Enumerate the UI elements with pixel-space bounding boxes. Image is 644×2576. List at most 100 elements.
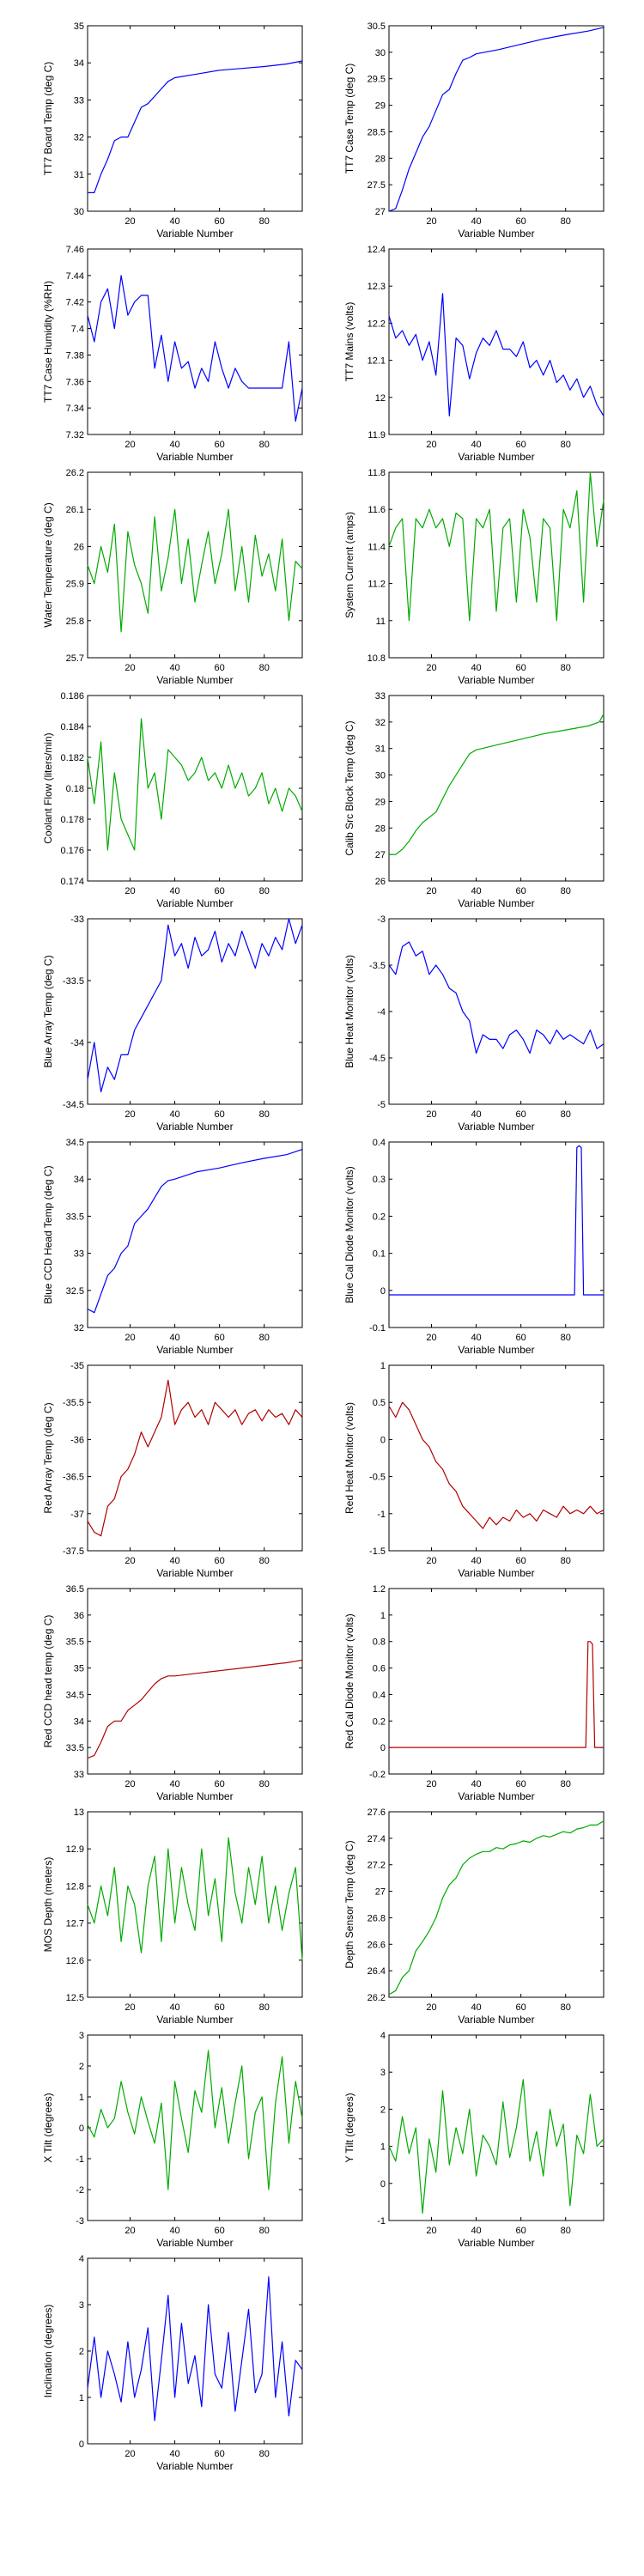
x-tick-label: 40 [471,1333,481,1343]
chart-panel-7: 20 40 60 80 0.174 0.176 0.178 0.18 0.182 0.184 0.1… [42,691,303,909]
y-tick-label: 25.8 [66,617,84,627]
chart-panel-19: 20 40 60 80 -3 -2 -1 0 1 2 3 Variable Number X Tilt … [42,2031,303,2249]
y-tick-label: 27.5 [368,180,386,191]
chart-panel-12: 20 40 60 80 -0.1 0 0.1 0.2 0.3 0.4 Variable Number… [343,1138,605,1356]
y-axis-label: Blue Cal Diode Monitor (volts) [343,1166,355,1303]
y-tick-label: -3 [76,2216,84,2227]
x-tick-label: 60 [215,1556,225,1566]
x-tick-label: 20 [125,440,135,450]
y-tick-label: -0.1 [369,1323,386,1334]
x-tick-label: 40 [471,440,481,450]
y-axis-label: Calib Src Block Temp (deg C) [343,720,355,855]
series-line [87,2276,303,2421]
x-tick-label: 60 [516,663,526,673]
y-tick-label: 0.2 [373,1716,386,1727]
plot-frame [87,248,303,435]
y-tick-label: 29 [375,101,386,112]
y-tick-label: 0 [380,1435,386,1445]
x-axis-label: Variable Number [156,1121,233,1133]
y-tick-label: 33 [74,1249,84,1260]
y-tick-label: 11 [376,617,386,627]
x-tick-label: 60 [516,440,526,450]
y-tick-label: 2 [380,2105,386,2115]
x-tick-label: 40 [169,216,179,227]
y-tick-label: 0.8 [373,1637,386,1648]
y-tick-label: 35 [74,1664,84,1674]
y-tick-label: -1 [377,2216,386,2227]
x-tick-label: 80 [259,1779,270,1789]
chart-panel-16: 20 40 60 80 -0.2 0 0.2 0.4 0.6 0.8 1 1.2 Variable Nu… [343,1584,605,1802]
y-tick-label: -33 [70,914,84,925]
y-axis-label: Coolant Flow (liters/min) [42,732,54,843]
x-tick-label: 20 [125,2226,135,2236]
y-axis-label: Inclination (degrees) [42,2305,54,2398]
plot-frame [87,2257,303,2445]
chart-panel-20: 20 40 60 80 -1 0 1 2 3 4 Variable Number Y Tilt (de… [343,2031,605,2249]
x-tick-label: 40 [169,2226,179,2236]
plot-frame [87,1141,303,1328]
x-axis-label: Variable Number [458,228,534,240]
plot-frame [87,25,303,212]
series-line [388,293,605,416]
x-tick-label: 60 [516,886,526,896]
x-tick-label: 20 [125,1779,135,1789]
y-tick-label: -4.5 [369,1054,386,1064]
x-axis-label: Variable Number [458,2014,534,2026]
y-tick-label: 12.8 [66,1881,84,1892]
series-line [87,508,303,633]
y-axis-label: Y Tilt (degrees) [343,2093,355,2162]
y-tick-label: 1 [380,1611,386,1621]
y-tick-label: 26.1 [66,505,84,515]
y-tick-label: 34 [74,1175,84,1185]
chart-panel-17: 20 40 60 80 12.5 12.6 12.7 12.8 12.9 13 Variable N… [42,1807,303,2026]
y-tick-label: 27.4 [368,1834,386,1844]
x-tick-label: 60 [215,1333,225,1343]
y-tick-label: 12.4 [368,245,386,255]
y-tick-label: 7.42 [66,298,84,308]
x-tick-label: 40 [169,663,179,673]
y-tick-label: 25.7 [66,653,84,664]
x-tick-label: 20 [426,1333,436,1343]
x-tick-label: 40 [169,1333,179,1343]
y-tick-label: 0.1 [373,1249,386,1260]
y-tick-label: 7.36 [66,377,84,387]
x-tick-label: 60 [516,1556,526,1566]
x-tick-label: 80 [561,2226,571,2236]
x-tick-label: 80 [561,2002,571,2013]
y-tick-label: 12.5 [66,1993,84,2003]
series-line [87,1659,303,1759]
plot-frame [388,248,605,435]
y-tick-label: 12.9 [66,1844,84,1855]
y-tick-label: 11.2 [368,580,386,590]
y-tick-label: 1 [380,1361,386,1371]
y-tick-label: 32 [74,133,84,143]
y-tick-label: 12.3 [368,282,386,292]
y-axis-label: Depth Sensor Temp (deg C) [343,1840,355,1968]
x-tick-label: 80 [259,1109,270,1120]
y-tick-label: 0.186 [60,691,84,702]
x-axis-label: Variable Number [156,2237,233,2249]
x-tick-label: 20 [426,1779,436,1789]
series-line [388,27,605,212]
x-tick-label: 20 [426,2002,436,2013]
series-line [87,718,303,851]
y-tick-label: 26 [74,542,84,552]
x-tick-label: 80 [259,2449,270,2459]
chart-panel-18: 20 40 60 80 26.2 26.4 26.6 26.8 27 27.2 27.4 27.6 Va… [343,1807,605,2026]
y-tick-label: 26.2 [66,468,84,478]
x-axis-label: Variable Number [156,2460,233,2472]
x-axis-label: Variable Number [458,897,534,909]
x-tick-label: 20 [125,1333,135,1343]
plot-frame [388,1141,605,1328]
x-tick-label: 20 [426,440,436,450]
y-tick-label: 35.5 [66,1637,84,1648]
y-tick-label: 11.6 [368,505,386,515]
y-tick-label: 27.6 [368,1807,386,1818]
x-tick-label: 60 [215,216,225,227]
x-tick-label: 60 [516,2002,526,2013]
x-axis-label: Variable Number [458,674,534,686]
y-tick-label: 33 [74,1770,84,1780]
x-tick-label: 80 [561,663,571,673]
plot-frame [388,1364,605,1552]
y-tick-label: 28 [375,154,386,164]
